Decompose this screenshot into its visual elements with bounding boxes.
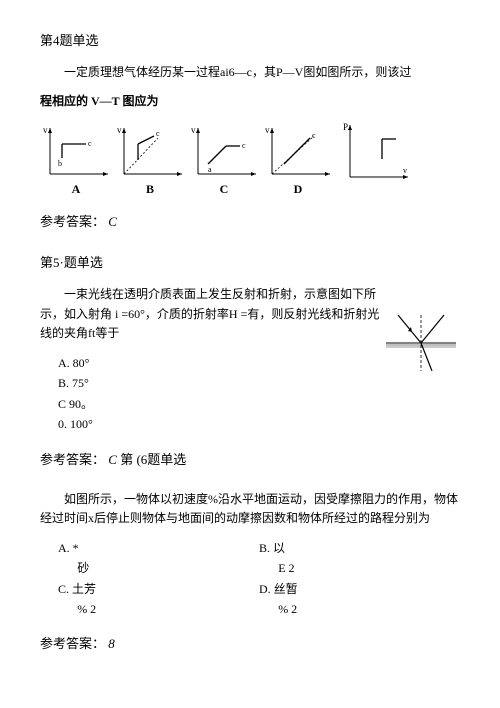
graph-b-icon: v c: [114, 124, 186, 180]
q4-answer: 参考答案： C: [40, 211, 460, 230]
svg-text:c: c: [242, 141, 246, 150]
q4-label-b: B: [114, 182, 186, 197]
q4-diag-b: v c B: [114, 124, 186, 197]
q5-answer: 参考答案： C 第 (6题单选: [40, 449, 460, 468]
q4-label-c: C: [188, 182, 260, 197]
q6-answer-label: 参考答案：: [40, 636, 105, 651]
graph-pv-icon: P v: [340, 121, 412, 183]
q4-text2: 程相应的 V—T 图应为: [40, 92, 460, 111]
q5-opt-d: 0. 100°: [58, 414, 460, 434]
q6-opt-d: D. 丝暂: [259, 579, 460, 599]
svg-text:a: a: [208, 165, 212, 174]
refraction-icon: [382, 309, 460, 377]
svg-text:c: c: [156, 129, 160, 138]
q4-diag-pv: P v: [340, 121, 412, 197]
svg-text:b: b: [58, 159, 62, 168]
q4-diag-d: v c D: [262, 124, 334, 197]
svg-text:v: v: [117, 125, 122, 135]
q6-text: 如图所示，一物体以初速度%沿水平地面运动，因受摩擦阻力的作用，物体经过时间x后停…: [40, 490, 460, 528]
q5-answer-label: 参考答案：: [40, 452, 105, 467]
q6-options: A. * B. 以 砂 E 2 C. 土芳 D. 丝暂 % 2 % 2: [58, 538, 460, 620]
q6-answer: 参考答案： 8: [40, 633, 460, 652]
q6-opt-c: C. 土芳: [58, 579, 259, 599]
q4-diag-a: v b c A: [40, 124, 112, 197]
q6-opt-a2: 砂: [58, 558, 259, 578]
q4-answer-value: C: [108, 214, 117, 229]
q5-trail: 第 (6题单选: [120, 452, 186, 467]
q6-opt-b2: E 2: [259, 558, 460, 578]
svg-text:P: P: [343, 122, 348, 132]
q6-opt-c2: % 2: [58, 599, 259, 619]
svg-text:c: c: [88, 139, 92, 148]
svg-text:c: c: [312, 131, 316, 140]
q5-header: 第5·题单选: [40, 252, 460, 271]
graph-d-icon: v c: [262, 124, 334, 180]
q5-figure: [382, 309, 460, 377]
q6-opt-b: B. 以: [259, 538, 460, 558]
q4-diagrams: v b c A v c B v a: [40, 121, 460, 197]
q6-opt-a: A. *: [58, 538, 259, 558]
q5-answer-value: C: [108, 452, 117, 467]
q4-label-a: A: [40, 182, 112, 197]
q6-answer-value: 8: [108, 636, 115, 651]
q6-opt-d2: % 2: [259, 599, 460, 619]
q4-text1: 一定质理想气体经历某一过程ai6—c，其P—V图如图所示，则该过: [40, 63, 460, 82]
q5-opt-c: C 90。: [58, 394, 460, 414]
q4-label-d: D: [262, 182, 334, 197]
graph-c-icon: v a c: [188, 124, 260, 180]
svg-text:v: v: [403, 166, 407, 175]
svg-text:v: v: [43, 125, 48, 135]
svg-text:v: v: [265, 125, 270, 135]
q4-answer-label: 参考答案：: [40, 214, 105, 229]
svg-text:v: v: [191, 125, 196, 135]
q4-diag-c: v a c C: [188, 124, 260, 197]
graph-a-icon: v b c: [40, 124, 112, 180]
q4-header: 第4题单选: [40, 30, 460, 49]
